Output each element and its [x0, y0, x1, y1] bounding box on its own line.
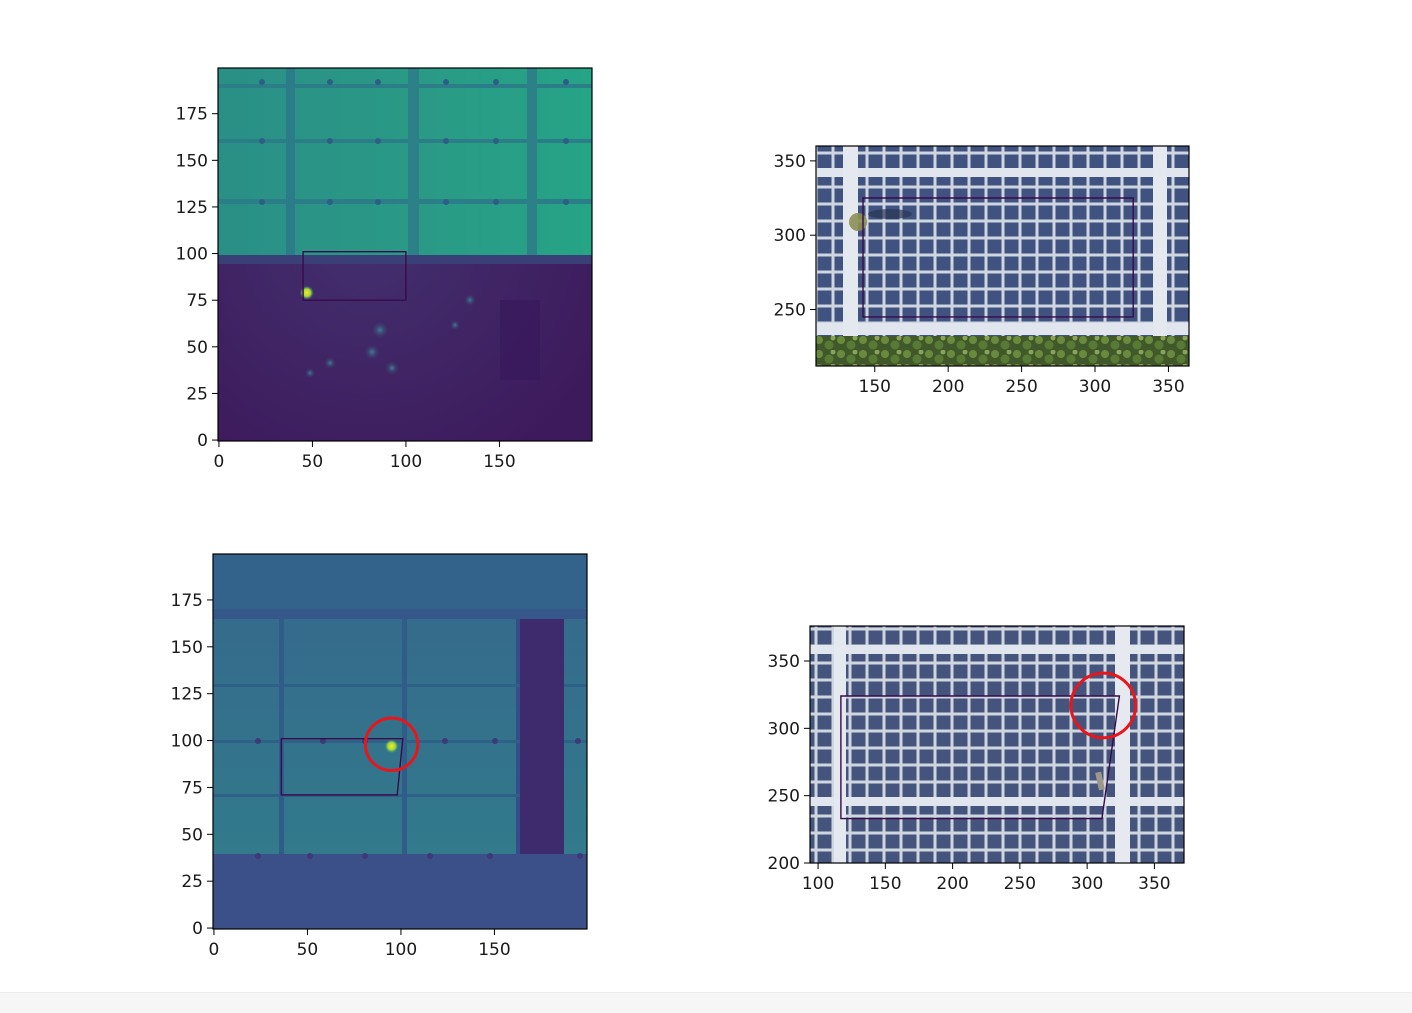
- region-outline: [280, 738, 404, 796]
- anomaly-circle: [363, 716, 420, 772]
- x-tick-label: 350: [1152, 377, 1184, 397]
- y-tick-label: 75: [181, 778, 203, 798]
- axes-frame: [809, 625, 1185, 864]
- x-tick-label: 150: [869, 874, 901, 894]
- y-tick-label: 150: [176, 151, 208, 171]
- x-tick-label: 50: [302, 452, 324, 472]
- axes-frame: [212, 553, 588, 930]
- x-tick-label: 150: [478, 940, 510, 960]
- x-tick-label: 200: [932, 377, 964, 397]
- rgb-image-top-right: [816, 146, 1189, 366]
- region-outline: [862, 197, 1134, 318]
- y-tick-label: 25: [181, 872, 203, 892]
- hotspot-marker: [384, 739, 399, 754]
- x-tick-label: 100: [802, 874, 834, 894]
- y-tick-label: 350: [774, 152, 806, 172]
- y-tick-label: 50: [181, 825, 203, 845]
- y-tick-label: 0: [192, 919, 203, 939]
- x-tick-label: 50: [297, 940, 319, 960]
- y-tick-label: 125: [171, 685, 203, 705]
- window-bottom-strip: [0, 992, 1412, 1013]
- x-tick-label: 300: [1071, 874, 1103, 894]
- x-tick-label: 300: [1079, 377, 1111, 397]
- y-tick-label: 250: [774, 301, 806, 321]
- axes-frame: [217, 67, 593, 442]
- x-tick-label: 250: [1004, 874, 1036, 894]
- y-tick-label: 125: [176, 198, 208, 218]
- y-tick-label: 300: [768, 719, 800, 739]
- x-tick-label: 100: [390, 452, 422, 472]
- panel-bottom-right: 100 150 200 250 300 350 200 250 300 350: [768, 625, 1185, 894]
- y-tick-label: 300: [774, 226, 806, 246]
- x-tick-label: 200: [936, 874, 968, 894]
- y-tick-label: 0: [197, 431, 208, 451]
- y-tick-label: 175: [171, 591, 203, 611]
- y-tick-label: 75: [186, 291, 208, 311]
- anomaly-circle: [1069, 671, 1138, 740]
- region-outline: [302, 250, 407, 301]
- panel-bottom-left: 0 50 100 150 0 25 50 75 100 125 150 175: [171, 553, 588, 960]
- y-tick-label: 250: [768, 787, 800, 807]
- y-tick-label: 175: [176, 105, 208, 125]
- y-tick-label: 200: [768, 854, 800, 874]
- thermal-image-bottom-left: [213, 554, 587, 929]
- y-tick-label: 100: [171, 732, 203, 752]
- panel-top-left: 0 50 100 150 0 25 50 75 100 125 150 175: [176, 67, 593, 472]
- x-tick-label: 150: [483, 452, 515, 472]
- x-tick-label: 100: [385, 940, 417, 960]
- y-tick-label: 50: [186, 338, 208, 358]
- x-tick-label: 150: [859, 377, 891, 397]
- x-tick-label: 0: [209, 940, 220, 960]
- x-tick-label: 350: [1138, 874, 1170, 894]
- rgb-image-bottom-right: [810, 626, 1184, 863]
- axes-frame: [815, 145, 1190, 367]
- x-tick-label: 250: [1005, 377, 1037, 397]
- region-outline: [840, 695, 1121, 820]
- thermal-image-top-left: [218, 68, 592, 441]
- y-tick-label: 25: [186, 384, 208, 404]
- panel-top-right: 150 200 250 300 350 250 300 350: [774, 145, 1190, 397]
- y-tick-label: 350: [768, 652, 800, 672]
- x-tick-label: 0: [214, 452, 225, 472]
- y-tick-label: 100: [176, 245, 208, 265]
- y-tick-label: 150: [171, 638, 203, 658]
- hotspot-marker: [299, 285, 314, 300]
